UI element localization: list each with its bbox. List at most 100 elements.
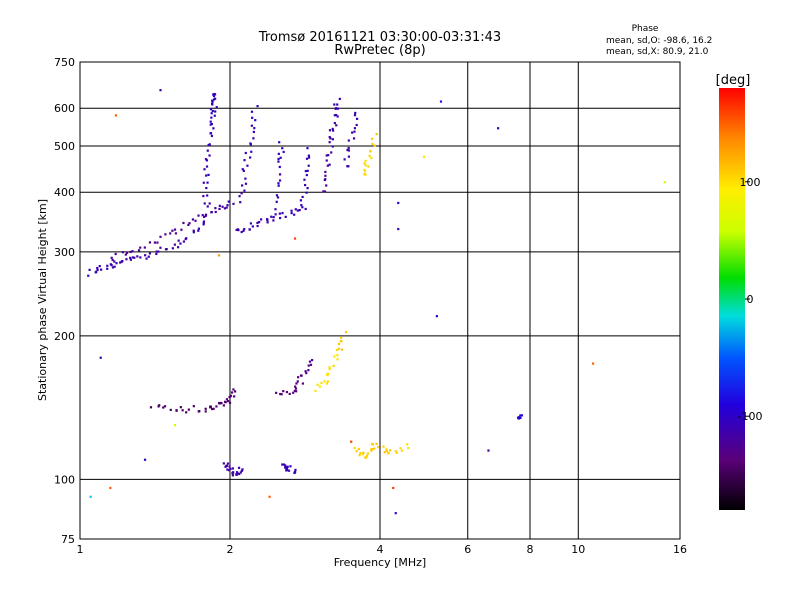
echo-point [347, 139, 350, 142]
echo-point [340, 336, 343, 339]
echo-point [232, 388, 235, 391]
echo-point [343, 158, 346, 161]
y-axis-label: Stationary phase Virtual Height [km] [36, 199, 49, 401]
x-tick-label: 2 [227, 543, 234, 556]
echo-point [251, 225, 254, 228]
echo-point [241, 468, 244, 471]
echo-point [235, 228, 238, 232]
echo-point [252, 130, 255, 134]
echo-point [203, 215, 206, 219]
echo-point [272, 216, 275, 219]
echo-point [212, 93, 215, 96]
echo-point [278, 216, 282, 220]
echo-point [300, 204, 303, 207]
echo-point [279, 156, 282, 159]
echo-point [188, 222, 191, 225]
echo-point [285, 469, 288, 472]
scatter-point [293, 237, 297, 240]
echo-point [293, 471, 297, 474]
echo-point [347, 149, 351, 152]
echo-point [215, 106, 218, 109]
echo-point [187, 223, 190, 227]
echo-point [305, 173, 308, 177]
echo-point [206, 149, 209, 152]
echo-point [361, 453, 365, 456]
echo-point [335, 348, 339, 352]
echo-point [224, 401, 227, 404]
echo-point [332, 129, 335, 132]
echo-point [290, 212, 293, 215]
echo-point [204, 407, 207, 410]
echo-point [208, 154, 211, 157]
scatter-point [89, 495, 92, 498]
echo-point [121, 251, 124, 254]
echo-point [129, 258, 132, 261]
echo-point [287, 469, 291, 472]
echo-point [139, 246, 142, 249]
echo-point [239, 201, 242, 204]
echo-point [353, 114, 357, 117]
echo-point [290, 209, 293, 212]
echo-point [519, 414, 522, 417]
echo-point [131, 256, 134, 259]
echo-point [120, 260, 123, 263]
echo-point [284, 464, 287, 467]
echo-point [375, 442, 378, 445]
echo-point [214, 110, 217, 113]
echo-point [370, 157, 373, 160]
echo-point [294, 468, 297, 472]
scatter-point [143, 458, 147, 461]
echo-point [306, 187, 309, 190]
echo-point [174, 232, 178, 235]
echo-point [328, 163, 331, 166]
echo-point [162, 406, 165, 409]
echo-point [145, 257, 148, 260]
echo-point [367, 165, 370, 168]
echo-point [235, 471, 239, 474]
echo-point [285, 467, 289, 470]
echo-point [213, 92, 216, 96]
echo-point [400, 449, 404, 452]
echo-point [373, 447, 376, 450]
echo-point [296, 380, 299, 383]
colorbar [719, 88, 745, 510]
y-tick-label: 200 [54, 330, 75, 343]
echo-point [289, 465, 292, 468]
echo-point [226, 462, 230, 465]
x-tick-label: 10 [571, 543, 585, 556]
echo-point [179, 242, 182, 245]
echo-point [211, 99, 214, 102]
echo-point [148, 252, 152, 255]
scatter-point [397, 227, 400, 231]
echo-point [207, 173, 210, 177]
echo-point [375, 133, 378, 136]
echo-point [205, 165, 209, 168]
echo-point [335, 124, 338, 127]
echo-point [286, 465, 289, 468]
echo-point [159, 246, 162, 249]
echo-point [187, 408, 190, 411]
echo-point [303, 183, 307, 187]
echo-point [333, 355, 336, 358]
echo-point [231, 471, 234, 474]
scatter-point [394, 512, 397, 515]
echo-point [163, 405, 167, 408]
scatter-point [397, 201, 400, 205]
echo-point [336, 354, 339, 357]
echo-point [185, 411, 188, 414]
echo-point [333, 114, 336, 117]
echo-point [243, 227, 246, 231]
echo-point [194, 219, 197, 222]
echo-point [366, 452, 370, 455]
echo-point [296, 209, 299, 212]
echo-point [209, 132, 212, 135]
echo-point [228, 465, 231, 468]
echo-point [197, 410, 200, 413]
echo-point [364, 173, 367, 176]
echo-point [336, 115, 339, 118]
echo-point [204, 158, 208, 161]
echo-point [215, 405, 218, 408]
echo-point [364, 164, 367, 167]
plot-frame [79, 61, 681, 540]
echo-point [363, 162, 366, 165]
